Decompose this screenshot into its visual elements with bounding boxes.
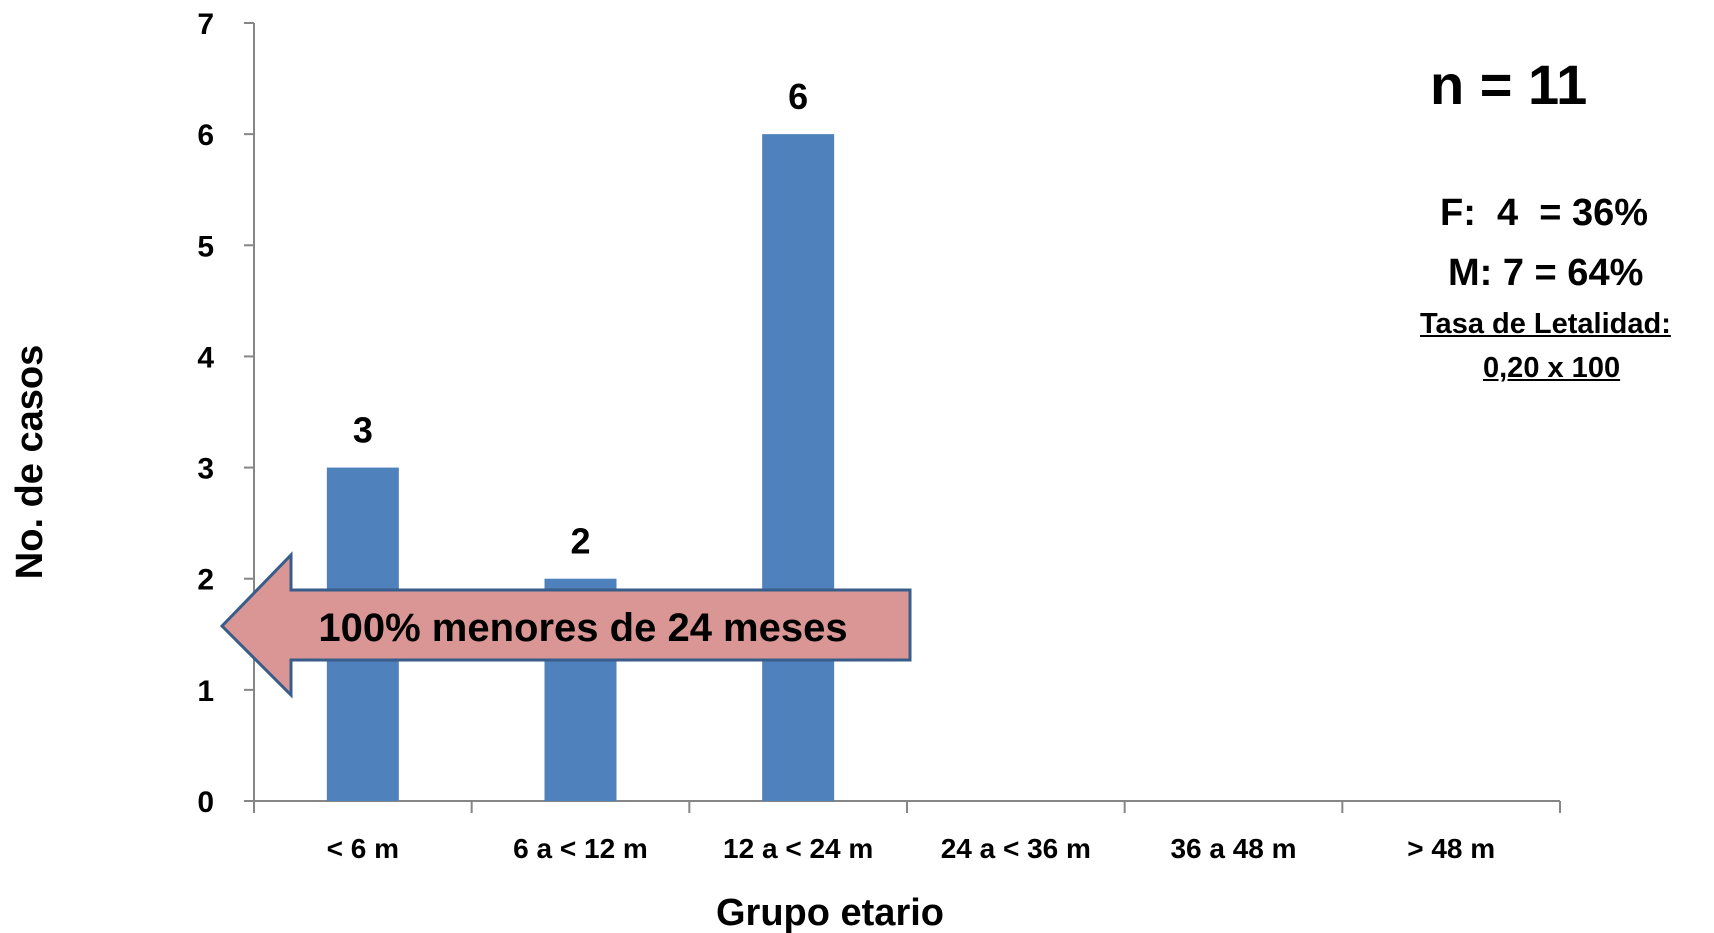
data-label: 3 (353, 410, 373, 451)
y-tick-label: 0 (197, 786, 214, 819)
x-tick-label: 12 a < 24 m (723, 833, 873, 864)
x-tick-label: 24 a < 36 m (941, 833, 1091, 864)
y-tick-label: 6 (197, 119, 214, 152)
x-tick-label: < 6 m (327, 833, 399, 864)
data-labels: 3 2 6 (353, 76, 808, 562)
fatality-rate-label: Tasa de Letalidad: (1420, 308, 1671, 340)
x-tick-label: > 48 m (1407, 833, 1495, 864)
y-tick-label: 7 (197, 8, 214, 41)
x-tick-label: 6 a < 12 m (513, 833, 648, 864)
y-tick-label: 2 (197, 564, 214, 597)
female-stat: F: 4 = 36% (1440, 192, 1649, 234)
fatality-rate-value: 0,20 x 100 (1483, 352, 1621, 384)
left-arrow-shape (219, 551, 912, 699)
y-tick-label: 5 (197, 230, 214, 263)
y-tick-label: 1 (197, 675, 214, 708)
male-stat: M: 7 = 64% (1448, 252, 1644, 294)
x-axis: < 6 m 6 a < 12 m 12 a < 24 m 24 a < 36 m 36 … (253, 800, 1561, 864)
data-label: 2 (570, 521, 590, 562)
annotation-arrow: 100% menores de 24 meses (219, 551, 912, 699)
x-tick-label: 36 a 48 m (1170, 833, 1296, 864)
y-tick-label: 3 (197, 453, 214, 486)
x-axis-title: Grupo etario (716, 892, 944, 933)
sample-size-label: n = 11 (1430, 53, 1588, 116)
y-tick-label: 4 (197, 341, 214, 374)
y-axis: 0 1 2 3 4 5 6 7 (197, 8, 255, 819)
y-axis-title: No. de casos (9, 345, 51, 579)
data-label: 6 (788, 76, 808, 117)
annotation-text: 100% menores de 24 meses (318, 606, 847, 650)
bar (762, 134, 835, 802)
bars (326, 134, 835, 802)
